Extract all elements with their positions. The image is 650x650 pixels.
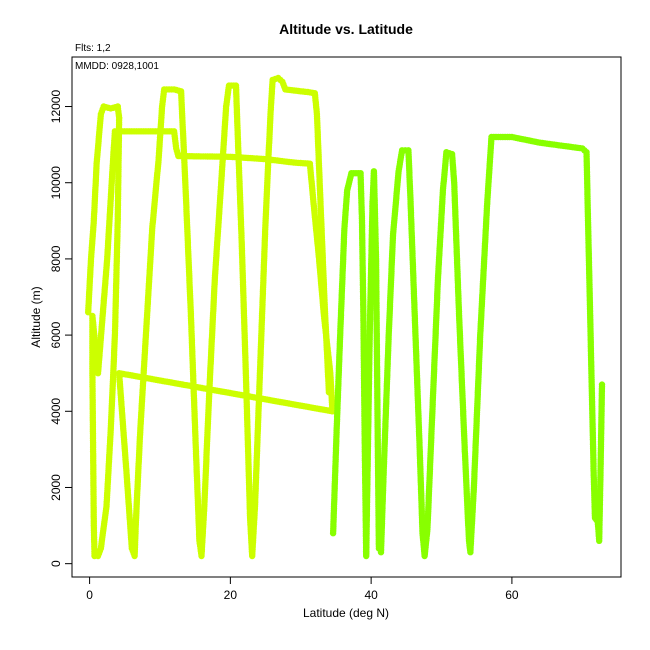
y-tick-label: 2000 (49, 474, 63, 501)
y-tick-label: 6000 (49, 321, 63, 348)
data-point (598, 381, 606, 388)
y-tick-label: 0 (49, 560, 63, 567)
y-tick-label: 10000 (49, 166, 63, 200)
x-tick-label: 60 (505, 588, 519, 602)
data-point (325, 389, 333, 396)
flights-annotation: Flts: 1,2 (75, 43, 111, 54)
date-annotation: MMDD: 0928,1001 (75, 61, 159, 72)
x-tick-label: 20 (224, 588, 238, 602)
x-tick-label: 40 (364, 588, 378, 602)
x-axis-label: Latitude (deg N) (303, 606, 389, 620)
y-tick-label: 12000 (49, 90, 63, 124)
x-axis: 0 20 40 60 (86, 576, 519, 602)
y-tick-label: 4000 (49, 398, 63, 425)
data-points-layer (85, 74, 606, 560)
y-axis-label: Altitude (m) (29, 286, 43, 347)
y-tick-label: 8000 (49, 245, 63, 272)
plot-frame (71, 56, 622, 578)
chart-title: Altitude vs. Latitude (279, 21, 413, 37)
x-tick-label: 0 (86, 588, 93, 602)
y-axis: 0 2000 4000 6000 8000 10000 12000 (49, 90, 73, 567)
